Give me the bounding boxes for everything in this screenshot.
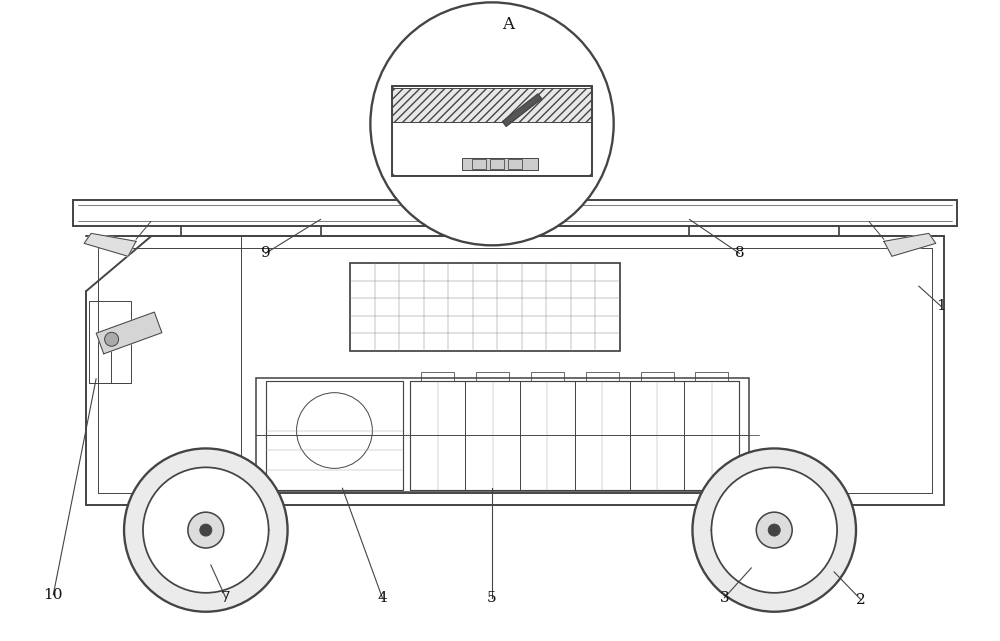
Polygon shape: [96, 312, 162, 354]
Bar: [266, 381, 403, 490]
Circle shape: [370, 3, 614, 246]
Text: 3: 3: [720, 591, 729, 605]
Bar: [508, 159, 522, 169]
Polygon shape: [503, 94, 542, 126]
Text: 7: 7: [221, 591, 231, 605]
Bar: [256, 378, 749, 492]
Circle shape: [756, 512, 792, 548]
Bar: [641, 372, 674, 381]
Bar: [684, 381, 739, 490]
Bar: [392, 86, 592, 176]
Bar: [421, 372, 454, 381]
Circle shape: [105, 332, 119, 346]
Circle shape: [692, 449, 856, 612]
Bar: [410, 381, 465, 490]
Bar: [586, 372, 619, 381]
Circle shape: [711, 467, 837, 593]
Bar: [392, 88, 592, 122]
Bar: [472, 159, 486, 169]
Bar: [531, 372, 564, 381]
Bar: [89, 301, 131, 383]
Bar: [575, 381, 630, 490]
Bar: [410, 381, 739, 490]
Text: A: A: [502, 16, 514, 33]
Circle shape: [124, 449, 288, 612]
Bar: [476, 372, 509, 381]
Text: 9: 9: [261, 246, 271, 260]
Text: 4: 4: [377, 591, 387, 605]
Text: 10: 10: [43, 588, 63, 602]
Bar: [695, 372, 728, 381]
Bar: [630, 381, 684, 490]
Text: 1: 1: [936, 299, 946, 313]
Text: 5: 5: [487, 591, 497, 605]
Bar: [350, 263, 620, 351]
Bar: [490, 159, 504, 169]
Circle shape: [188, 512, 224, 548]
Text: 8: 8: [735, 246, 744, 260]
Circle shape: [768, 524, 780, 536]
Polygon shape: [84, 233, 136, 256]
Bar: [465, 381, 520, 490]
Circle shape: [143, 467, 269, 593]
Text: 2: 2: [856, 593, 866, 607]
Bar: [520, 381, 575, 490]
Polygon shape: [884, 233, 936, 256]
Bar: [73, 199, 957, 226]
Bar: [462, 158, 538, 170]
Circle shape: [200, 524, 212, 536]
